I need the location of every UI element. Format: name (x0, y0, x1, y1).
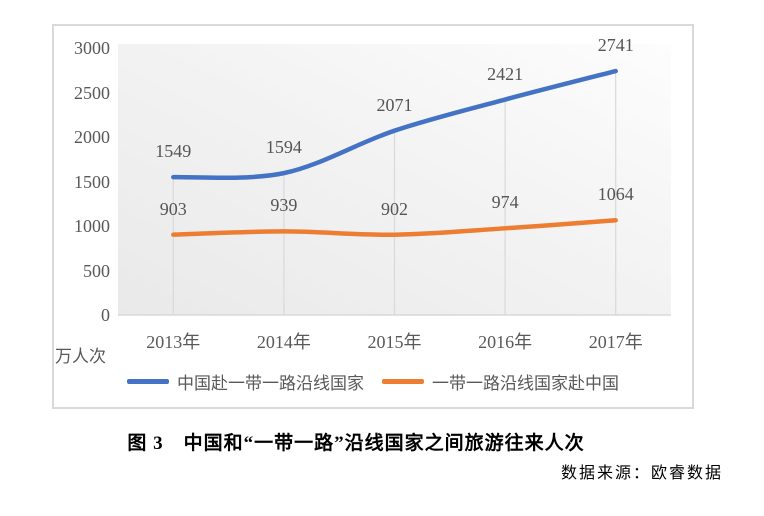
x-tick-label: 2016年 (478, 332, 533, 352)
y-tick-label: 1500 (74, 171, 110, 192)
legend-label: 一带一路沿线国家赴中国 (432, 374, 619, 393)
data-label: 939 (270, 195, 298, 216)
data-label: 2071 (376, 94, 413, 115)
y-tick-label: 500 (83, 260, 110, 281)
x-tick-label: 2017年 (588, 332, 643, 352)
x-tick-label: 2014年 (256, 332, 311, 352)
series-line-0 (171, 68, 618, 181)
data-label: 1064 (597, 184, 634, 205)
data-label: 1594 (265, 137, 302, 158)
data-source: 数据来源：欧睿数据 (560, 465, 723, 482)
series-line-1 (171, 218, 618, 238)
y-tick-label: 2500 (74, 82, 110, 103)
legend-line-swatch (382, 379, 424, 384)
legend-line-swatch (127, 379, 169, 384)
chart-canvas (118, 68, 671, 316)
data-label: 974 (491, 192, 519, 213)
x-tick-label: 2013年 (146, 332, 201, 352)
legend-item-0: 中国赴一带一路沿线国家 (127, 369, 364, 394)
y-tick-label: 0 (101, 305, 110, 325)
unit-label: 万人次 (55, 347, 106, 366)
legend-item-1: 一带一路沿线国家赴中国 (382, 369, 619, 394)
x-tick-label: 2015年 (367, 332, 422, 352)
data-label: 2741 (597, 35, 634, 56)
data-label: 902 (381, 198, 408, 219)
line-chart: 3000 2500 2000 1500 1000 500 0 2013年 2014年 2015年 2… (52, 24, 694, 409)
y-tick-label: 1000 (74, 216, 110, 236)
data-label: 1549 (155, 141, 192, 162)
y-tick-label: 3000 (74, 38, 110, 58)
data-label: 2421 (487, 63, 524, 84)
figure-caption: 图 3 中国和“一带一路”沿线国家之间旅游往来人次 (127, 433, 585, 454)
legend: 中国赴一带一路沿线国家 一带一路沿线国家赴中国 (52, 369, 694, 394)
legend-label: 中国赴一带一路沿线国家 (177, 374, 364, 393)
y-tick-label: 2000 (74, 127, 110, 147)
data-label: 903 (159, 198, 187, 219)
